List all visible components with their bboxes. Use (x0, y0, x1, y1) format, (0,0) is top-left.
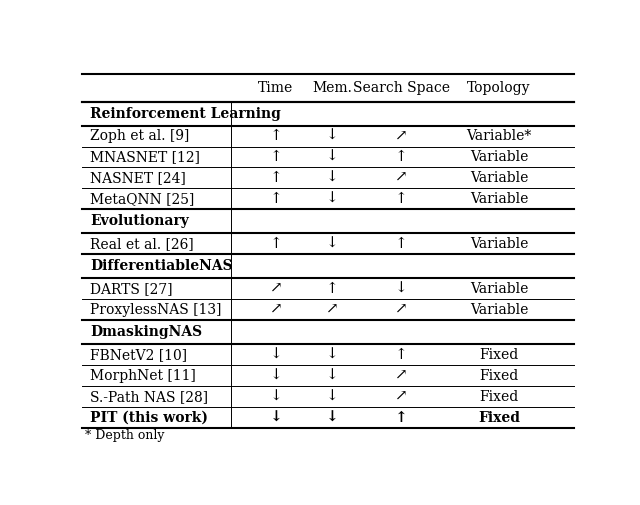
Text: ↑: ↑ (395, 237, 408, 251)
Text: MorphNet [11]: MorphNet [11] (90, 369, 196, 383)
Text: ↗: ↗ (269, 303, 282, 317)
Text: ↓: ↓ (326, 171, 339, 185)
Text: Evolutionary: Evolutionary (90, 215, 189, 228)
Text: DARTS [27]: DARTS [27] (90, 282, 173, 296)
Text: Variable: Variable (470, 171, 528, 185)
Text: ↑: ↑ (269, 171, 282, 185)
Text: Variable*: Variable* (467, 129, 532, 143)
Text: ↑: ↑ (395, 150, 408, 164)
Text: ↓: ↓ (326, 411, 339, 425)
Text: DmaskingNAS: DmaskingNAS (90, 325, 202, 339)
Text: ↓: ↓ (269, 369, 282, 383)
Text: ProxylessNAS [13]: ProxylessNAS [13] (90, 303, 221, 317)
Text: ↑: ↑ (395, 192, 408, 206)
Text: ↗: ↗ (269, 282, 282, 296)
Text: Fixed: Fixed (479, 348, 519, 362)
Text: ↓: ↓ (326, 369, 339, 383)
Text: Variable: Variable (470, 192, 528, 206)
Text: Reinforcement Learning: Reinforcement Learning (90, 107, 281, 121)
Text: ↑: ↑ (395, 411, 408, 425)
Text: ↗: ↗ (395, 369, 408, 383)
Text: ↓: ↓ (326, 348, 339, 362)
Text: MNASNET [12]: MNASNET [12] (90, 150, 200, 164)
Text: ↓: ↓ (269, 411, 282, 425)
Text: Fixed: Fixed (479, 390, 519, 403)
Text: MetaQNN [25]: MetaQNN [25] (90, 192, 195, 206)
Text: PIT (this work): PIT (this work) (90, 411, 208, 425)
Text: FBNetV2 [10]: FBNetV2 [10] (90, 348, 187, 362)
Text: ↗: ↗ (326, 303, 339, 317)
Text: Search Space: Search Space (353, 81, 450, 95)
Text: ↑: ↑ (395, 348, 408, 362)
Text: ↗: ↗ (395, 171, 408, 185)
Text: ↑: ↑ (269, 129, 282, 143)
Text: ↓: ↓ (326, 129, 339, 143)
Text: NASNET [24]: NASNET [24] (90, 171, 186, 185)
Text: ↓: ↓ (269, 348, 282, 362)
Text: ↑: ↑ (269, 150, 282, 164)
Text: Variable: Variable (470, 303, 528, 317)
Text: Time: Time (259, 81, 294, 95)
Text: Variable: Variable (470, 282, 528, 296)
Text: Topology: Topology (467, 81, 531, 95)
Text: Fixed: Fixed (479, 369, 519, 383)
Text: * Depth only: * Depth only (85, 429, 164, 442)
Text: ↓: ↓ (326, 150, 339, 164)
Text: Fixed: Fixed (478, 411, 520, 425)
Text: Zoph et al. [9]: Zoph et al. [9] (90, 129, 189, 143)
Text: ↗: ↗ (395, 303, 408, 317)
Text: Real et al. [26]: Real et al. [26] (90, 237, 194, 251)
Text: ↑: ↑ (269, 192, 282, 206)
Text: ↗: ↗ (395, 129, 408, 143)
Text: ↓: ↓ (326, 192, 339, 206)
Text: ↑: ↑ (269, 237, 282, 251)
Text: ↑: ↑ (326, 282, 339, 296)
Text: ↓: ↓ (395, 282, 408, 296)
Text: S.-Path NAS [28]: S.-Path NAS [28] (90, 390, 208, 403)
Text: Variable: Variable (470, 237, 528, 251)
Text: DifferentiableNAS: DifferentiableNAS (90, 260, 232, 273)
Text: ↗: ↗ (395, 390, 408, 403)
Text: Mem.: Mem. (312, 81, 352, 95)
Text: ↓: ↓ (326, 390, 339, 403)
Text: ↓: ↓ (326, 237, 339, 251)
Text: Variable: Variable (470, 150, 528, 164)
Text: ↓: ↓ (269, 390, 282, 403)
